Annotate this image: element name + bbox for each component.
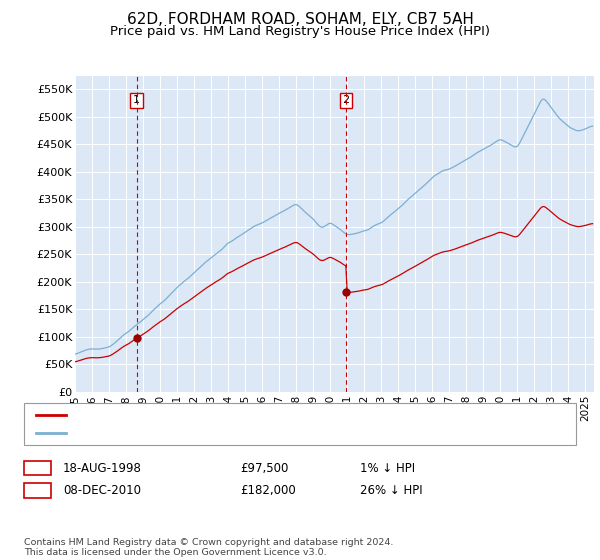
Text: 2: 2	[34, 484, 41, 497]
Text: 26% ↓ HPI: 26% ↓ HPI	[360, 484, 422, 497]
Text: £97,500: £97,500	[240, 461, 289, 475]
Text: 62D, FORDHAM ROAD, SOHAM, ELY, CB7 5AH (detached house): 62D, FORDHAM ROAD, SOHAM, ELY, CB7 5AH (…	[72, 410, 420, 420]
Text: £182,000: £182,000	[240, 484, 296, 497]
Text: 1% ↓ HPI: 1% ↓ HPI	[360, 461, 415, 475]
Text: 1: 1	[133, 95, 140, 105]
Text: 2: 2	[342, 95, 349, 105]
Text: HPI: Average price, detached house, East Cambridgeshire: HPI: Average price, detached house, East…	[72, 428, 388, 438]
Text: 1: 1	[34, 461, 41, 475]
Text: Price paid vs. HM Land Registry's House Price Index (HPI): Price paid vs. HM Land Registry's House …	[110, 25, 490, 38]
Text: 62D, FORDHAM ROAD, SOHAM, ELY, CB7 5AH: 62D, FORDHAM ROAD, SOHAM, ELY, CB7 5AH	[127, 12, 473, 27]
Text: Contains HM Land Registry data © Crown copyright and database right 2024.
This d: Contains HM Land Registry data © Crown c…	[24, 538, 394, 557]
Text: 08-DEC-2010: 08-DEC-2010	[63, 484, 141, 497]
Text: 18-AUG-1998: 18-AUG-1998	[63, 461, 142, 475]
